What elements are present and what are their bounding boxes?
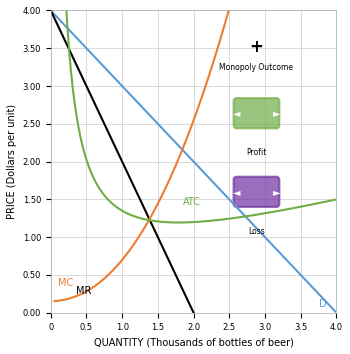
FancyBboxPatch shape bbox=[233, 98, 279, 129]
Text: ATC: ATC bbox=[183, 198, 201, 207]
Text: ►: ► bbox=[273, 108, 280, 118]
Text: Loss: Loss bbox=[248, 227, 265, 236]
Text: ◄: ◄ bbox=[233, 108, 240, 118]
Text: ◄: ◄ bbox=[233, 187, 240, 197]
Text: MR: MR bbox=[76, 286, 91, 296]
Text: ►: ► bbox=[273, 187, 280, 197]
Text: Profit: Profit bbox=[246, 148, 267, 157]
Y-axis label: PRICE (Dollars per unit): PRICE (Dollars per unit) bbox=[7, 104, 17, 219]
FancyBboxPatch shape bbox=[233, 177, 279, 207]
X-axis label: QUANTITY (Thousands of bottles of beer): QUANTITY (Thousands of bottles of beer) bbox=[94, 337, 294, 347]
Text: MC: MC bbox=[58, 278, 73, 288]
Text: D: D bbox=[318, 299, 326, 309]
Text: Monopoly Outcome: Monopoly Outcome bbox=[219, 63, 294, 72]
Text: +: + bbox=[250, 38, 264, 56]
